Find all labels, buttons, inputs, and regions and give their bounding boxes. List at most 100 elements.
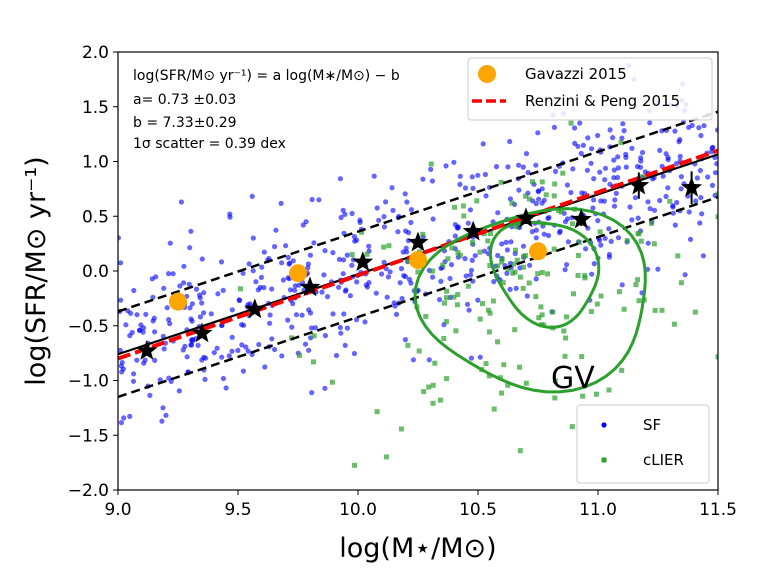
sf-point	[182, 343, 188, 349]
sf-point	[611, 167, 617, 173]
clier-point	[455, 292, 461, 297]
clier-point	[530, 179, 535, 185]
y-tick-label: −1.5	[68, 426, 109, 446]
clier-point	[364, 251, 370, 257]
annotation-a: a= 0.73 ±0.03	[133, 92, 236, 108]
clier-point	[526, 280, 532, 286]
sf-point	[499, 241, 505, 247]
clier-point	[521, 264, 526, 270]
clier-point	[618, 140, 624, 146]
sf-point	[665, 185, 671, 191]
sf-point	[189, 301, 195, 307]
clier-point	[594, 301, 600, 307]
clier-point	[455, 250, 461, 255]
clier-point	[575, 273, 581, 278]
sf-point	[337, 176, 343, 182]
sf-point	[612, 197, 618, 203]
clier-point	[638, 238, 644, 244]
sf-point	[715, 127, 718, 133]
y-tick-label: −1.0	[68, 372, 109, 392]
sf-point	[243, 344, 249, 350]
median-star	[352, 251, 374, 272]
legend-sf-marker	[601, 422, 607, 428]
sf-point	[477, 354, 483, 360]
clier-point	[569, 424, 575, 430]
clier-point	[480, 301, 485, 307]
sf-point	[237, 297, 243, 304]
sf-point	[595, 132, 601, 139]
y-axis-label: log(SFR/M⊙ yr⁻¹)	[21, 156, 52, 385]
sf-point	[187, 305, 193, 311]
sf-point	[635, 215, 641, 221]
y-tick-label: −2.0	[68, 481, 109, 501]
sf-point	[292, 287, 298, 293]
sf-point	[565, 239, 572, 245]
sf-point	[430, 216, 436, 222]
sf-point	[556, 230, 563, 236]
clier-point	[349, 252, 355, 258]
sf-point	[322, 333, 328, 339]
gavazzi-point	[289, 264, 307, 283]
sf-point	[495, 210, 501, 216]
markers-layer	[136, 171, 703, 360]
sf-point	[195, 342, 201, 348]
sf-point	[262, 364, 268, 370]
clier-point	[678, 280, 684, 286]
sf-point	[239, 342, 245, 348]
sf-point	[678, 186, 684, 192]
clier-point	[460, 203, 466, 209]
sf-point	[447, 275, 453, 282]
sf-point	[245, 348, 251, 354]
sf-point	[687, 236, 694, 242]
sf-point	[336, 256, 343, 262]
legend-top: Gavazzi 2015 Renzini & Peng 2015	[467, 57, 713, 121]
legend-gavazzi-marker	[478, 65, 496, 83]
clier-point	[495, 263, 501, 269]
sf-point	[672, 128, 678, 134]
x-tick-label: 10.0	[339, 500, 377, 520]
sf-point	[229, 348, 235, 354]
sf-point	[697, 220, 703, 226]
sf-point	[520, 164, 526, 170]
sf-point	[137, 327, 143, 333]
sf-point	[694, 175, 700, 181]
legend-clier-label: cLIER	[643, 451, 684, 469]
sf-point	[615, 154, 621, 160]
clier-point	[461, 213, 467, 219]
sf-point	[321, 272, 327, 278]
sf-point	[468, 272, 474, 278]
sf-point	[472, 253, 478, 259]
sf-point	[443, 163, 449, 169]
median-star	[628, 174, 650, 195]
clier-point	[386, 243, 392, 249]
sf-point	[150, 294, 156, 300]
sf-point	[535, 130, 541, 136]
clier-point	[488, 231, 493, 236]
y-tick-label: −0.5	[68, 317, 109, 337]
clier-point	[499, 259, 505, 265]
clier-point	[523, 193, 529, 199]
legend-bottom: SF cLIER	[576, 404, 710, 484]
sf-point	[373, 290, 379, 296]
sf-point	[462, 256, 468, 262]
clier-point	[558, 209, 564, 215]
sf-point	[524, 293, 530, 299]
sf-point	[577, 120, 583, 126]
sf-point	[520, 243, 527, 249]
clier-point	[381, 244, 387, 250]
clier-point	[517, 274, 523, 280]
clier-point	[671, 321, 677, 327]
clier-point	[511, 261, 516, 267]
sf-point	[338, 214, 344, 221]
clier-point	[501, 362, 507, 368]
sf-point	[627, 204, 633, 210]
sf-point	[166, 317, 172, 323]
sf-point	[608, 238, 614, 244]
sf-point	[311, 240, 317, 246]
sf-point	[351, 350, 357, 357]
sf-point	[364, 284, 370, 290]
sf-point	[319, 289, 325, 295]
sf-point	[176, 388, 182, 394]
sf-point	[533, 201, 539, 207]
sf-point	[253, 279, 259, 285]
